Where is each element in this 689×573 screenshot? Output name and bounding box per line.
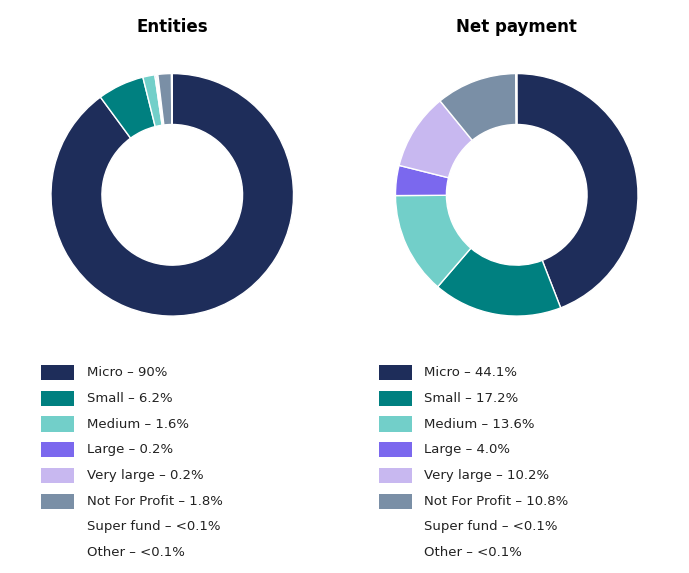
FancyBboxPatch shape — [379, 391, 412, 406]
FancyBboxPatch shape — [41, 365, 74, 380]
Text: Small – 6.2%: Small – 6.2% — [87, 392, 172, 405]
Text: Super fund – <0.1%: Super fund – <0.1% — [424, 520, 558, 533]
FancyBboxPatch shape — [41, 493, 74, 509]
Text: Super fund – <0.1%: Super fund – <0.1% — [87, 520, 220, 533]
Text: Medium – 1.6%: Medium – 1.6% — [87, 418, 189, 430]
Text: Large – 4.0%: Large – 4.0% — [424, 444, 511, 456]
Text: Very large – 0.2%: Very large – 0.2% — [87, 469, 203, 482]
Wedge shape — [51, 73, 294, 316]
FancyBboxPatch shape — [379, 468, 412, 483]
Wedge shape — [517, 73, 638, 308]
Wedge shape — [156, 74, 164, 125]
Text: Not For Profit – 1.8%: Not For Profit – 1.8% — [87, 494, 223, 508]
FancyBboxPatch shape — [41, 468, 74, 483]
Wedge shape — [399, 101, 472, 178]
FancyBboxPatch shape — [41, 391, 74, 406]
Text: Other – <0.1%: Other – <0.1% — [424, 546, 522, 559]
FancyBboxPatch shape — [379, 417, 412, 431]
FancyBboxPatch shape — [41, 417, 74, 431]
Wedge shape — [101, 77, 155, 138]
Text: Small – 17.2%: Small – 17.2% — [424, 392, 519, 405]
Wedge shape — [438, 248, 561, 316]
Wedge shape — [395, 195, 471, 286]
Wedge shape — [440, 73, 516, 140]
Text: Very large – 10.2%: Very large – 10.2% — [424, 469, 550, 482]
Wedge shape — [143, 75, 162, 127]
Title: Net payment: Net payment — [456, 18, 577, 36]
Text: Medium – 13.6%: Medium – 13.6% — [424, 418, 535, 430]
Text: Other – <0.1%: Other – <0.1% — [87, 546, 185, 559]
Wedge shape — [395, 166, 449, 195]
FancyBboxPatch shape — [379, 493, 412, 509]
FancyBboxPatch shape — [379, 442, 412, 457]
Wedge shape — [158, 73, 172, 125]
Text: Not For Profit – 10.8%: Not For Profit – 10.8% — [424, 494, 568, 508]
Wedge shape — [155, 74, 163, 125]
Text: Large – 0.2%: Large – 0.2% — [87, 444, 173, 456]
Title: Entities: Entities — [136, 18, 208, 36]
FancyBboxPatch shape — [379, 365, 412, 380]
Text: Micro – 90%: Micro – 90% — [87, 366, 167, 379]
FancyBboxPatch shape — [41, 442, 74, 457]
Text: Micro – 44.1%: Micro – 44.1% — [424, 366, 517, 379]
